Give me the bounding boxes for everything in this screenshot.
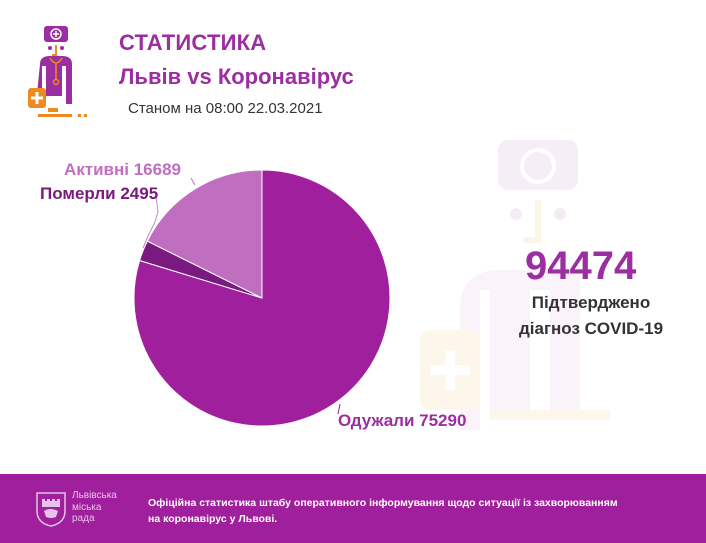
pie-chart [133,169,391,427]
doctor-watermark-icon [420,140,610,430]
footer-bar [0,474,706,543]
caption-line1: Підтверджено [531,293,651,312]
lviv-coat-of-arms-icon [36,492,66,527]
pie-slice-recovered[interactable] [133,169,391,427]
doctor-logo-icon [28,26,87,117]
caption-line2: діагноз COVID-19 [518,319,664,338]
org-name: Львівська міська рада [72,490,117,524]
label-died: Померли 2495 [40,184,159,203]
pie-slice-active[interactable] [146,169,263,299]
total-caption: Підтверджено діагноз COVID-19 [516,290,666,342]
date-stamp: Станом на 08:00 22.03.2021 [128,100,323,117]
footer-text: Офіційна статистика штабу оперативного і… [148,497,618,525]
total-cases: 94474 [525,244,637,288]
label-recovered: Одужали 75290 [338,411,467,430]
page-title: СТАТИСТИКА [119,30,267,55]
label-active: Активні 16689 [64,160,181,179]
page-subtitle: Львів vs Коронавірус [119,64,354,89]
